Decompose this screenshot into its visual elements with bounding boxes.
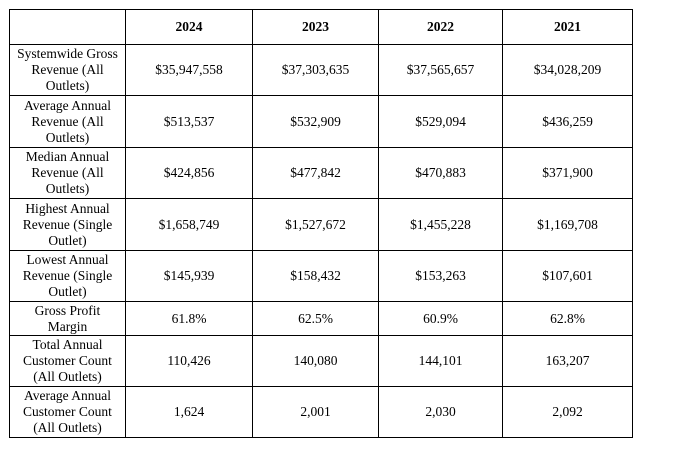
row-label-line: Revenue (All xyxy=(31,165,104,180)
row-label-line: Outlets) xyxy=(45,181,90,196)
table-row: Average Annual Revenue (All Outlets) $51… xyxy=(9,95,633,148)
row-label: Average Annual Customer Count (All Outle… xyxy=(9,386,126,438)
value-cell: $145,939 xyxy=(125,250,253,302)
value-cell: 144,101 xyxy=(378,335,503,387)
value-cell: $1,527,672 xyxy=(252,198,379,251)
value-cell: $470,883 xyxy=(378,147,503,199)
header-corner-cell xyxy=(9,9,126,45)
row-label-line: (All Outlets) xyxy=(33,420,102,435)
value-cell: $34,028,209 xyxy=(502,44,633,96)
row-label-line: Outlets) xyxy=(45,78,90,93)
row-label-line: Average Annual xyxy=(23,97,112,113)
row-label-line: Outlet) xyxy=(48,232,87,248)
row-label-line: Gross Profit xyxy=(34,302,101,318)
row-label-line: Systemwide Gross xyxy=(17,46,118,61)
value-cell: $424,856 xyxy=(125,147,253,199)
value-cell: $37,303,635 xyxy=(252,44,379,96)
value-cell: $158,432 xyxy=(252,250,379,302)
row-label-line: (All Outlets) xyxy=(33,369,102,384)
year-header-2024: 2024 xyxy=(125,9,253,45)
value-cell: $477,842 xyxy=(252,147,379,199)
value-cell: $371,900 xyxy=(502,147,633,199)
row-label: Median Annual Revenue (All Outlets) xyxy=(9,147,126,199)
row-label-line: Outlets) xyxy=(45,129,90,145)
year-header-2022: 2022 xyxy=(378,9,503,45)
value-cell: 2,001 xyxy=(252,386,379,438)
row-label: Highest Annual Revenue (Single Outlet) xyxy=(9,198,126,251)
row-label-line: Revenue (Single xyxy=(22,268,113,283)
value-cell: $1,455,228 xyxy=(378,198,503,251)
row-label-line: Outlet) xyxy=(48,284,87,299)
value-cell: 60.9% xyxy=(378,301,503,336)
value-cell: 61.8% xyxy=(125,301,253,336)
row-label-line: Customer Count xyxy=(23,404,112,419)
value-cell: $436,259 xyxy=(502,95,633,148)
table-row: Lowest Annual Revenue (Single Outlet) $1… xyxy=(9,250,633,302)
row-label-line: Average Annual xyxy=(23,388,112,403)
row-label-line: Revenue (All xyxy=(31,113,104,129)
table-row: Highest Annual Revenue (Single Outlet) $… xyxy=(9,198,633,251)
value-cell: 110,426 xyxy=(125,335,253,387)
table-row: Total Annual Customer Count (All Outlets… xyxy=(9,335,633,387)
table-header-row: 2024 2023 2022 2021 xyxy=(9,9,633,45)
value-cell: $153,263 xyxy=(378,250,503,302)
row-label-line: Revenue (All xyxy=(31,62,104,77)
row-label-line: Revenue (Single xyxy=(22,216,113,232)
row-label-line: Margin xyxy=(47,318,88,334)
value-cell: 62.5% xyxy=(252,301,379,336)
table-row: Average Annual Customer Count (All Outle… xyxy=(9,386,633,438)
year-header-2023: 2023 xyxy=(252,9,379,45)
value-cell: $1,658,749 xyxy=(125,198,253,251)
value-cell: $529,094 xyxy=(378,95,503,148)
row-label-line: Customer Count xyxy=(23,353,112,368)
value-cell: 140,080 xyxy=(252,335,379,387)
value-cell: $1,169,708 xyxy=(502,198,633,251)
value-cell: $37,565,657 xyxy=(378,44,503,96)
row-label-line: Lowest Annual xyxy=(26,252,109,267)
row-label-line: Median Annual xyxy=(25,149,110,164)
value-cell: 2,030 xyxy=(378,386,503,438)
row-label: Systemwide Gross Revenue (All Outlets) xyxy=(9,44,126,96)
row-label-line: Total Annual xyxy=(32,337,103,352)
row-label: Average Annual Revenue (All Outlets) xyxy=(9,95,126,148)
value-cell: 163,207 xyxy=(502,335,633,387)
value-cell: $513,537 xyxy=(125,95,253,148)
value-cell: $107,601 xyxy=(502,250,633,302)
value-cell: 2,092 xyxy=(502,386,633,438)
table-row: Gross Profit Margin 61.8% 62.5% 60.9% 62… xyxy=(9,301,633,336)
row-label: Lowest Annual Revenue (Single Outlet) xyxy=(9,250,126,302)
table-row: Systemwide Gross Revenue (All Outlets) $… xyxy=(9,44,633,96)
financial-metrics-table: 2024 2023 2022 2021 Systemwide Gross Rev… xyxy=(9,9,633,438)
year-header-2021: 2021 xyxy=(502,9,633,45)
row-label-line: Highest Annual xyxy=(25,200,110,216)
value-cell: 1,624 xyxy=(125,386,253,438)
row-label: Total Annual Customer Count (All Outlets… xyxy=(9,335,126,387)
value-cell: 62.8% xyxy=(502,301,633,336)
value-cell: $532,909 xyxy=(252,95,379,148)
value-cell: $35,947,558 xyxy=(125,44,253,96)
table-row: Median Annual Revenue (All Outlets) $424… xyxy=(9,147,633,199)
row-label: Gross Profit Margin xyxy=(9,301,126,336)
